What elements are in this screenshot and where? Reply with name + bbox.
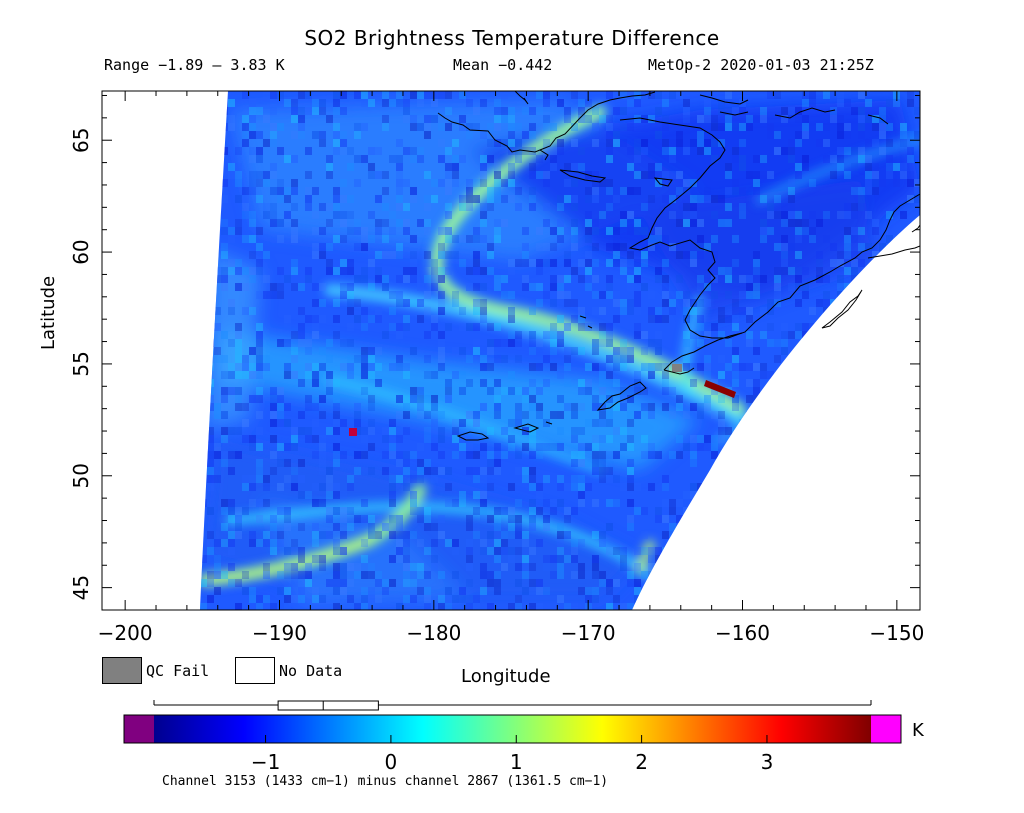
so2-hotspot-pixel: [349, 428, 357, 436]
colorbar-tick-label: 3: [761, 750, 774, 774]
colorbar: −1 0 1 2 3: [123, 700, 902, 774]
colorbar-tick-label: 0: [385, 750, 398, 774]
x-tick-label: −190: [252, 621, 307, 645]
channel-footnote: Channel 3153 (1433 cm−1) minus channel 2…: [162, 774, 609, 789]
y-tick-label: 55: [69, 351, 93, 376]
y-axis-label: Latitude: [38, 275, 59, 350]
colorbar-tick-label: 1: [510, 750, 523, 774]
swath-data-field: [200, 91, 920, 610]
y-tick-label: 45: [69, 575, 93, 600]
colorbar-unit: K: [912, 720, 924, 741]
colorbar-tick-label: 2: [635, 750, 648, 774]
chart-title: SO2 Brightness Temperature Difference: [304, 26, 720, 50]
colorbar-over-swatch: [871, 715, 901, 743]
colorbar-tick-label: −1: [251, 750, 280, 774]
x-tick-label: −170: [561, 621, 616, 645]
no-data-label: No Data: [279, 662, 343, 680]
satellite-time-label: MetOp-2 2020-01-03 21:25Z: [648, 56, 874, 74]
colorbar-gradient: [154, 715, 871, 743]
so2-plume-marker: [704, 380, 736, 398]
boxplot-box: [277, 700, 379, 711]
y-tick-label: 50: [69, 463, 93, 488]
colorbar-under-swatch: [124, 715, 154, 743]
y-tick-label: 60: [69, 239, 93, 264]
axis-ticks: [102, 91, 920, 610]
map-frame: [101, 90, 921, 611]
x-axis-label: Longitude: [461, 666, 551, 687]
x-tick-label: −150: [869, 621, 924, 645]
range-label: Range −1.89 – 3.83 K: [104, 56, 285, 74]
colorbar-distribution-boxplot: [153, 700, 872, 711]
x-tick-label: −180: [406, 621, 461, 645]
qc-fail-label: QC Fail: [146, 662, 210, 680]
qc-fail-pixel: [672, 364, 682, 372]
no-data-swatch: [235, 657, 275, 684]
y-tick-label: 65: [69, 127, 93, 152]
coastlines: [437, 91, 920, 441]
x-tick-label: −200: [98, 621, 153, 645]
x-tick-label: −160: [715, 621, 770, 645]
qc-fail-swatch: [102, 657, 142, 684]
mean-label: Mean −0.442: [453, 56, 553, 74]
